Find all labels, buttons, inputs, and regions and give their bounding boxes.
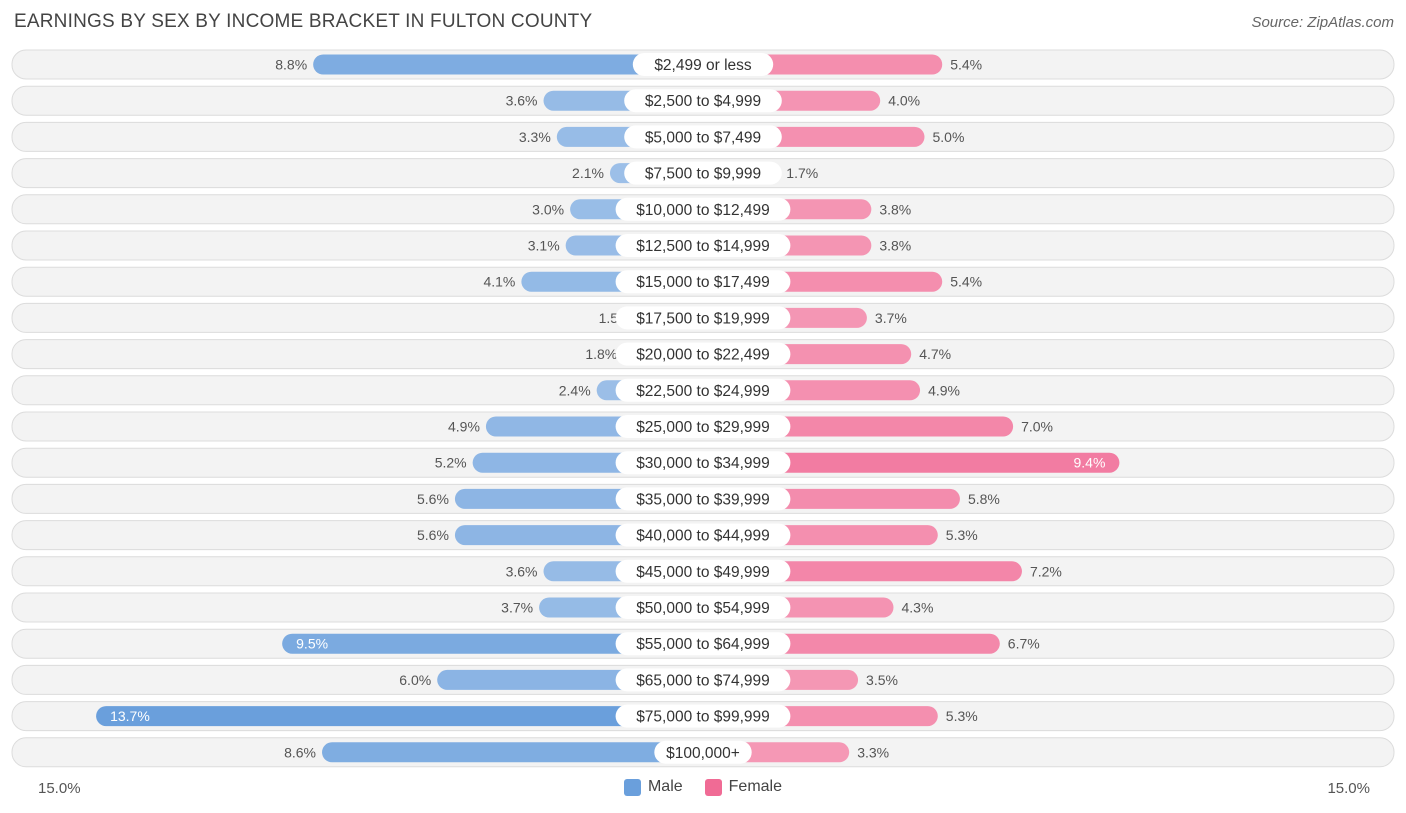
category-label: $7,500 to $9,999 bbox=[645, 166, 761, 183]
chart-title: EARNINGS BY SEX BY INCOME BRACKET IN FUL… bbox=[14, 11, 593, 32]
category-pill bbox=[632, 53, 774, 76]
female-value-label: 5.3% bbox=[946, 708, 978, 724]
category-pill bbox=[624, 89, 782, 113]
female-value-label: 4.3% bbox=[901, 600, 933, 616]
category-pill bbox=[615, 523, 791, 547]
legend-label-female: Female bbox=[728, 778, 783, 795]
male-value-label: 1.8% bbox=[585, 346, 617, 362]
male-value-label: 3.6% bbox=[506, 93, 538, 109]
female-bar bbox=[703, 452, 1120, 473]
male-value-label: 3.7% bbox=[501, 600, 533, 616]
legend: Male Female bbox=[0, 778, 1406, 796]
category-pill bbox=[615, 668, 791, 692]
category-label: $65,000 to $74,999 bbox=[636, 672, 770, 689]
female-value-label: 3.8% bbox=[879, 201, 911, 217]
male-value-label: 4.9% bbox=[448, 419, 480, 435]
male-value-label: 3.6% bbox=[506, 563, 538, 579]
female-value-label: 5.4% bbox=[950, 274, 982, 290]
female-value-label: 3.5% bbox=[866, 672, 898, 688]
category-pill bbox=[624, 161, 782, 185]
male-value-label: 8.6% bbox=[284, 744, 316, 760]
female-value-label: 7.2% bbox=[1030, 563, 1062, 579]
male-value-label: 5.6% bbox=[417, 491, 449, 507]
category-pill bbox=[615, 632, 791, 656]
legend-swatch-female bbox=[704, 778, 722, 796]
axis-label-right: 15.0% bbox=[1327, 780, 1370, 797]
female-value-label: 4.0% bbox=[888, 93, 920, 109]
category-label: $10,000 to $12,499 bbox=[636, 202, 770, 219]
category-pill bbox=[615, 487, 791, 511]
male-bar bbox=[313, 54, 703, 75]
female-value-label: 5.4% bbox=[950, 57, 982, 73]
category-label: $40,000 to $44,999 bbox=[636, 528, 770, 545]
female-value-label: 5.0% bbox=[933, 129, 965, 145]
category-pill bbox=[615, 270, 791, 294]
category-pill bbox=[615, 197, 791, 221]
category-label: $12,500 to $14,999 bbox=[636, 238, 770, 255]
female-value-label: 1.7% bbox=[786, 165, 818, 181]
legend-item-female: Female bbox=[704, 778, 783, 796]
female-value-label: 9.4% bbox=[1073, 455, 1105, 471]
male-value-label: 3.3% bbox=[519, 129, 551, 145]
category-label: $30,000 to $34,999 bbox=[636, 455, 770, 472]
female-value-label: 4.9% bbox=[928, 382, 960, 398]
female-value-label: 3.3% bbox=[857, 744, 889, 760]
male-value-label: 13.7% bbox=[110, 708, 150, 724]
female-value-label: 5.8% bbox=[968, 491, 1000, 507]
legend-swatch-male bbox=[623, 778, 641, 796]
male-bar bbox=[282, 633, 703, 654]
female-value-label: 7.0% bbox=[1021, 419, 1053, 435]
category-label: $100,000+ bbox=[666, 745, 740, 762]
female-value-label: 4.7% bbox=[919, 346, 951, 362]
male-value-label: 8.8% bbox=[275, 57, 307, 73]
category-label: $75,000 to $99,999 bbox=[636, 709, 770, 726]
female-value-label: 3.7% bbox=[875, 310, 907, 326]
male-value-label: 3.0% bbox=[532, 201, 564, 217]
category-pill bbox=[615, 342, 791, 366]
male-value-label: 5.2% bbox=[435, 455, 467, 471]
category-label: $22,500 to $24,999 bbox=[636, 383, 770, 400]
category-label: $2,499 or less bbox=[654, 57, 752, 74]
male-value-label: 9.5% bbox=[296, 636, 328, 652]
category-pill bbox=[615, 451, 791, 475]
male-value-label: 4.1% bbox=[483, 274, 515, 290]
category-pill bbox=[615, 559, 791, 583]
category-label: $20,000 to $22,499 bbox=[636, 347, 770, 364]
chart-source: Source: ZipAtlas.com bbox=[1251, 14, 1394, 31]
male-value-label: 2.4% bbox=[559, 382, 591, 398]
female-value-label: 5.3% bbox=[946, 527, 978, 543]
category-pill bbox=[624, 125, 782, 149]
female-value-label: 3.8% bbox=[879, 238, 911, 254]
category-label: $25,000 to $29,999 bbox=[636, 419, 770, 436]
male-value-label: 6.0% bbox=[399, 672, 431, 688]
category-label: $50,000 to $54,999 bbox=[636, 600, 770, 617]
female-value-label: 6.7% bbox=[1008, 636, 1040, 652]
category-label: $45,000 to $49,999 bbox=[636, 564, 770, 581]
male-bar bbox=[96, 706, 704, 727]
category-label: $35,000 to $39,999 bbox=[636, 491, 770, 508]
category-pill bbox=[615, 415, 791, 438]
category-label: $2,500 to $4,999 bbox=[645, 93, 761, 110]
legend-item-male: Male bbox=[623, 778, 683, 796]
category-pill bbox=[654, 740, 752, 764]
category-pill bbox=[615, 306, 791, 330]
male-value-label: 2.1% bbox=[572, 165, 604, 181]
category-label: $17,500 to $19,999 bbox=[636, 310, 770, 327]
axis-label-left: 15.0% bbox=[38, 780, 81, 797]
category-label: $55,000 to $64,999 bbox=[636, 636, 770, 653]
male-value-label: 3.1% bbox=[528, 238, 560, 254]
male-bar bbox=[322, 742, 703, 763]
category-label: $15,000 to $17,499 bbox=[636, 274, 770, 291]
category-pill bbox=[615, 704, 791, 728]
category-label: $5,000 to $7,499 bbox=[645, 129, 761, 146]
category-pill bbox=[615, 596, 791, 619]
male-value-label: 5.6% bbox=[417, 527, 449, 543]
category-pill bbox=[615, 378, 791, 402]
category-pill bbox=[615, 234, 791, 257]
legend-label-male: Male bbox=[647, 778, 683, 795]
